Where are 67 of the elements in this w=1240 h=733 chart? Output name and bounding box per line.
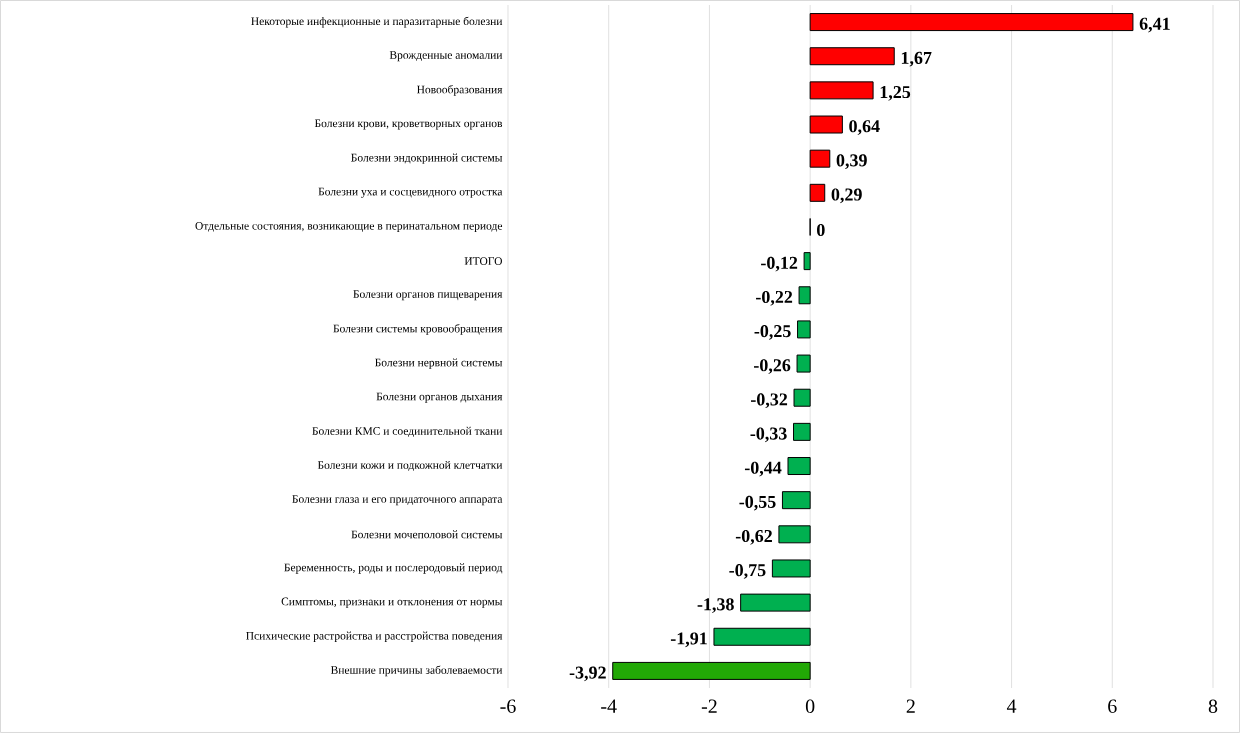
y-tick-label: Болезни крови, кроветворных органов	[314, 119, 503, 130]
bar	[713, 627, 811, 646]
y-tick-label: Болезни органов дыхания	[376, 392, 503, 403]
bar	[798, 286, 811, 305]
data-label: -0,55	[739, 495, 776, 511]
data-label: -0,32	[750, 393, 788, 409]
data-label: -1,38	[697, 598, 734, 613]
data-label: -1,91	[670, 632, 707, 648]
x-tick-label: 8	[1208, 699, 1218, 714]
data-label: -0,25	[754, 325, 791, 340]
bar	[787, 457, 811, 476]
data-label: 0,29	[831, 188, 862, 204]
data-label: -0,12	[761, 256, 798, 272]
x-tick-label: 0	[805, 699, 815, 714]
data-label: 1,25	[880, 86, 911, 101]
data-label: -0,62	[735, 529, 772, 545]
data-label: 6,41	[1139, 17, 1170, 33]
data-label: 1,67	[901, 51, 932, 67]
y-tick-label: Болезни уха и сосцевидного отростка	[318, 187, 503, 198]
y-tick-label: Болезни кожи и подкожной клетчатки	[317, 460, 503, 472]
x-tick-label: -6	[500, 699, 516, 713]
y-tick-label: Некоторые инфекционные и паразитарные болезни	[251, 16, 503, 28]
y-tick-label: Болезни КМС и соединительной ткани	[312, 426, 503, 437]
data-label: 0,39	[836, 154, 867, 170]
y-tick-label: Болезни мочеполовой системы	[351, 530, 503, 539]
data-label: -0,75	[729, 564, 766, 579]
data-label: -0,22	[756, 290, 793, 306]
bar	[809, 183, 826, 202]
y-tick-label: Болезни эндокринной системы	[351, 153, 503, 164]
bar	[793, 388, 811, 407]
data-label: 0	[817, 223, 825, 237]
data-label: -0,33	[750, 427, 787, 443]
data-label: -0,44	[744, 461, 782, 477]
bar	[809, 115, 843, 134]
bar	[612, 661, 811, 680]
bar	[796, 354, 811, 373]
y-tick-label: Симптомы, признаки и отклонения от нормы	[281, 597, 503, 608]
x-tick-label: 4	[1006, 699, 1017, 713]
bar	[778, 525, 811, 544]
y-tick-label: ИТОГО	[464, 257, 502, 265]
bar	[771, 559, 811, 578]
bar	[809, 149, 831, 168]
y-tick-label: Врожденные аномалии	[389, 51, 503, 62]
y-tick-label: Беременность, роды и послеродовый период	[284, 563, 503, 574]
bar	[797, 320, 811, 339]
bar	[740, 593, 811, 612]
y-tick-label: Внешние причины заболеваемости	[330, 665, 503, 677]
data-label: -3,92	[569, 666, 606, 682]
y-tick-label: Болезни системы кровообращения	[333, 324, 503, 335]
bar	[809, 47, 895, 66]
bar	[793, 422, 811, 441]
y-tick-label: Психические растройства и расстройства поведения	[246, 631, 503, 642]
data-label: 0,64	[849, 120, 880, 135]
bar	[803, 252, 811, 271]
x-tick-label: -4	[601, 699, 617, 713]
bar	[781, 491, 811, 510]
bar	[809, 13, 1134, 32]
data-label: -0,26	[754, 359, 791, 374]
y-tick-label: Болезни нервной системы	[375, 358, 503, 369]
x-tick-label: 6	[1108, 699, 1117, 713]
y-tick-label: Болезни органов пищеварения	[353, 290, 503, 301]
bar	[809, 81, 874, 100]
y-tick-label: Новообразования	[416, 85, 503, 96]
y-tick-label: Болезни глаза и его придаточного аппарата	[292, 495, 503, 506]
x-tick-label: 2	[906, 699, 915, 713]
x-tick-label: -2	[701, 699, 717, 713]
y-tick-label: Отдельные состояния, возникающие в перинатальном периоде	[195, 221, 503, 232]
